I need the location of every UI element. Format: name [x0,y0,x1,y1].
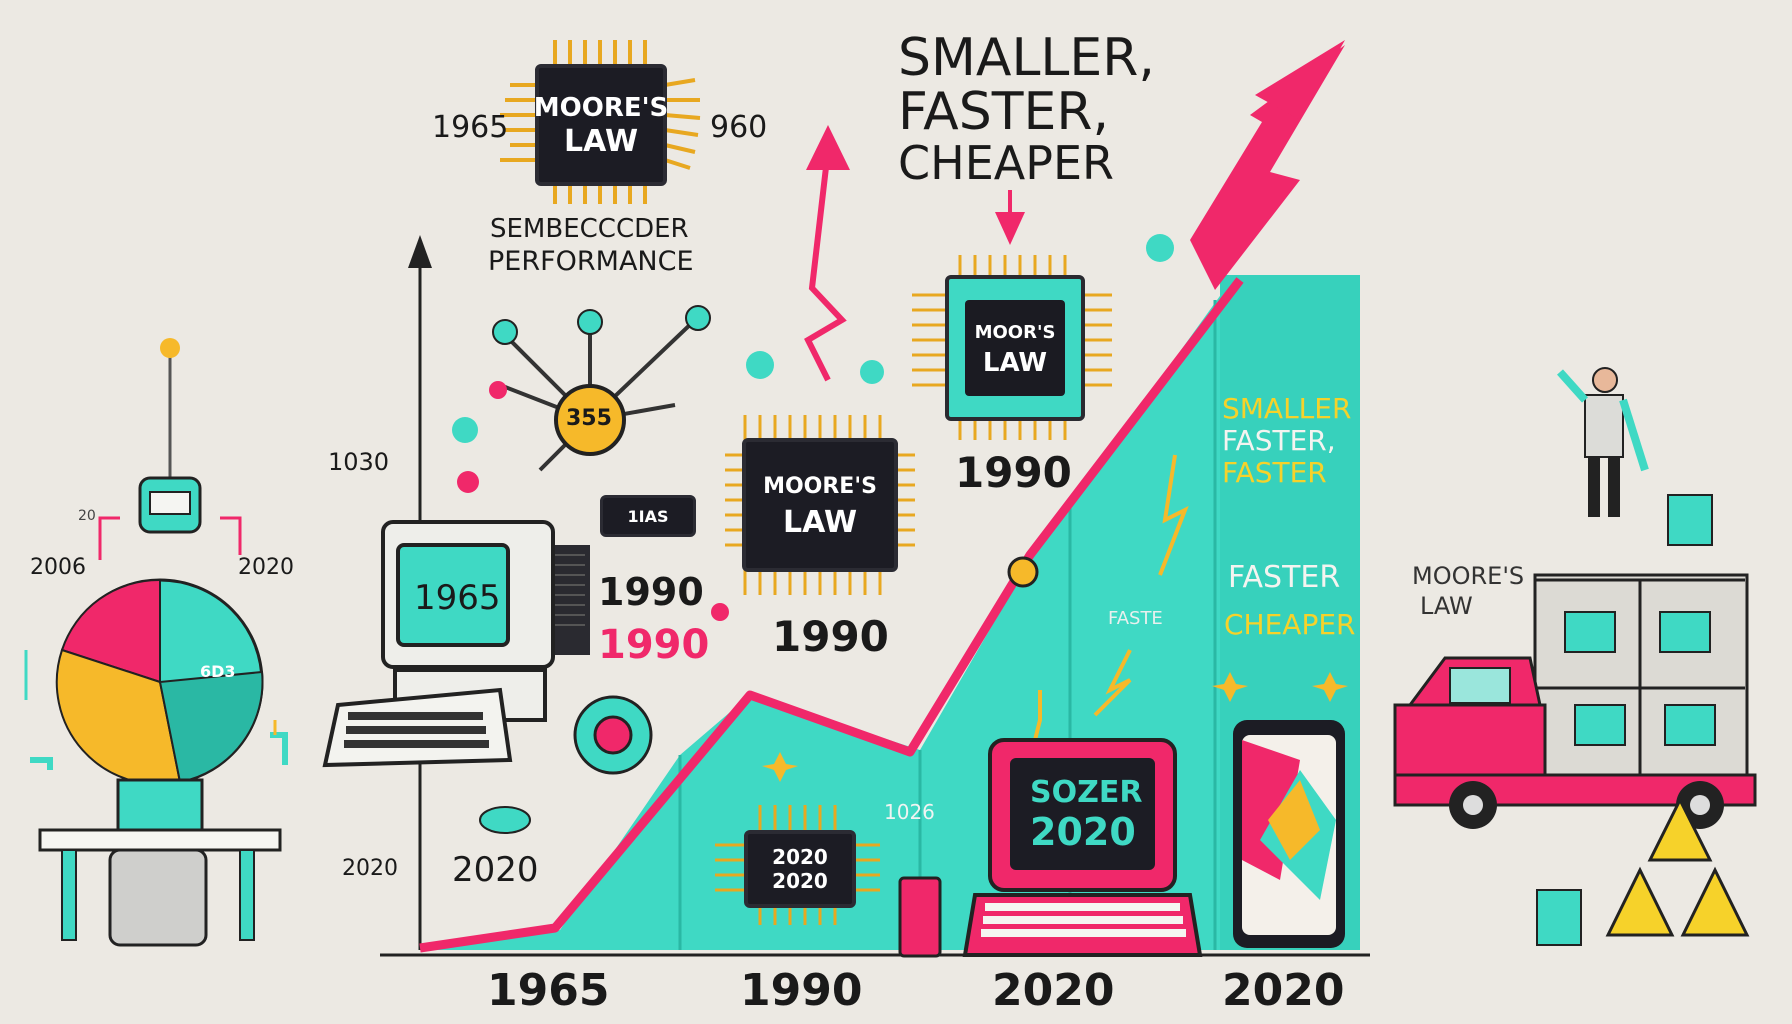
bottom-year-4: 2020 [1222,965,1345,1016]
mid-chip-pins [725,415,915,595]
pie-chart-gadget [24,338,288,947]
graph-faint-text: FASTE [1108,608,1163,629]
modern-laptop [962,738,1203,957]
mid-chip-year: 1990 [772,612,889,661]
pie-label-slice: 6D3 [200,662,236,681]
graph-small-text: 1026 [884,800,935,824]
mid-chip-label-2: LAW [782,505,858,540]
pie-label-right: 2020 [238,555,294,580]
top-chip-label-2: LAW [563,124,639,159]
node-badge-label: 355 [566,406,612,431]
truck-label-2: LAW [1420,592,1473,620]
round-gadget [479,695,653,834]
bottom-year-2: 1990 [740,965,863,1016]
tower-text-1: SMALLER [1222,392,1352,425]
top-chip-right-year: 960 [710,110,768,145]
upper-chip: MOOR'S LAW [945,275,1085,421]
subtitle-line2: PERFORMANCE [488,246,694,277]
tower-text-4: FASTER [1228,560,1341,595]
axis-label-lower: 2020 [342,856,398,881]
headline-line1: SMALLER, [898,28,1155,88]
year-stack-black: 1990 [598,570,704,614]
headline-line3: CHEAPER [898,136,1115,190]
mid-chip: MOORE'S LAW [742,438,898,572]
top-chip-left-year: 1965 [432,110,509,145]
computer-screen-label: 1965 [414,578,501,618]
pie-label-left: 2006 [30,555,86,580]
top-chip: MOORE'S LAW [533,64,669,186]
axis-label-upper: 1030 [328,448,390,476]
bottom-year-3: 2020 [992,965,1115,1016]
graph-chip-label-1: 2020 [772,845,828,869]
laptop-screen-line2: 2020 [1030,810,1136,854]
pink-zigzag-arrow [804,125,1025,382]
small-chip: 1IAS [600,495,696,537]
graph-chip-label-2: 2020 [772,869,828,893]
pie-label-small: 20 [78,508,96,524]
tower-text-5: CHEAPER [1224,608,1356,641]
tower-text-2: FASTER, [1222,424,1336,457]
retro-computer [322,520,590,768]
smartphone [1233,720,1345,948]
laptop-screen-line1: SOZER [1030,775,1143,810]
upper-chip-year: 1990 [955,448,1072,497]
bottom-year-1: 1965 [487,965,610,1016]
top-chip-label-1: MOORE'S [533,93,669,123]
upper-chip-label-1: MOOR'S [974,322,1056,343]
bottom-left-year: 2020 [452,850,539,890]
upper-chip-label-2: LAW [982,348,1048,378]
year-stack-pink: 1990 [598,622,710,668]
headline-line2: FASTER, [898,82,1109,142]
delivery-truck [1393,367,1757,946]
small-chip-label: 1IAS [627,506,669,526]
network-node-graphic [452,234,1174,621]
mid-chip-label-1: MOORE'S [763,474,877,499]
subtitle-line1: SEMBECCCDER [490,214,689,244]
graph-chip: 2020 2020 [744,830,856,908]
truck-label-1: MOORE'S [1412,562,1525,590]
graph-chip-pins [715,805,942,958]
tower-text-3: FASTER [1222,456,1327,489]
